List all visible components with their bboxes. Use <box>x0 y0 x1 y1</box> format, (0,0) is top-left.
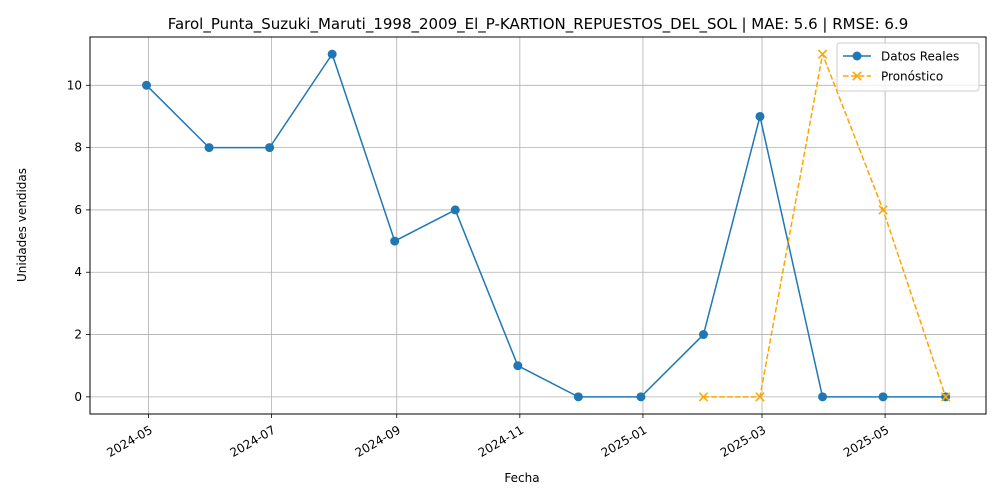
data-point-datos-reales <box>327 49 337 59</box>
legend-marker-pronostico <box>852 71 862 81</box>
data-point-datos-reales <box>204 143 214 153</box>
data-point-datos-reales <box>636 392 646 402</box>
data-point-datos-reales <box>390 236 400 246</box>
y-tick-label: 2 <box>74 328 82 342</box>
data-point-pron-stico-stroke-b <box>878 205 888 215</box>
y-tick-label: 8 <box>74 141 82 155</box>
legend: Datos Reales Pronóstico <box>836 42 980 92</box>
data-point-pron-stico-stroke-b <box>817 49 828 59</box>
y-tick-label: 6 <box>74 203 82 217</box>
data-point-datos-reales <box>698 330 708 340</box>
data-point-pron-stico <box>940 392 951 402</box>
data-point-datos-reales <box>513 361 523 371</box>
data-point-datos-reales <box>755 111 765 121</box>
y-axis-label: Unidades vendidas <box>15 168 29 282</box>
data-point-pron-stico-stroke-b <box>698 392 709 402</box>
data-point-datos-reales <box>818 392 828 402</box>
data-point-datos-reales <box>878 392 888 402</box>
legend-x-marker-stroke-b <box>852 71 862 81</box>
data-point-pron-stico <box>698 392 709 402</box>
x-axis-label: Fecha <box>504 471 539 485</box>
legend-label-datos-reales: Datos Reales <box>881 50 959 64</box>
data-point-pron-stico <box>878 205 888 215</box>
y-tick-label: 4 <box>74 265 82 279</box>
chart-title: Farol_Punta_Suzuki_Maruti_1998_2009_El_P… <box>168 15 909 34</box>
legend-box <box>836 42 980 92</box>
data-point-datos-reales <box>573 392 583 402</box>
y-tick-label: 0 <box>74 390 82 404</box>
data-point-pron-stico <box>755 392 765 402</box>
data-point-datos-reales <box>142 80 152 90</box>
data-point-datos-reales <box>265 143 275 153</box>
series-layer <box>142 49 951 402</box>
data-point-pron-stico <box>817 49 828 59</box>
series-line-datos-reales <box>145 53 946 398</box>
data-point-datos-reales <box>450 205 460 215</box>
data-point-pron-stico-stroke-b <box>755 392 765 402</box>
plot-frame <box>89 36 987 415</box>
data-point-pron-stico-stroke-b <box>940 392 951 402</box>
legend-label-pronostico: Pronóstico <box>881 70 943 84</box>
grid <box>90 37 986 414</box>
y-tick-label: 10 <box>67 78 82 92</box>
legend-x-marker <box>852 71 862 81</box>
legend-marker-datos-reales <box>852 51 862 61</box>
